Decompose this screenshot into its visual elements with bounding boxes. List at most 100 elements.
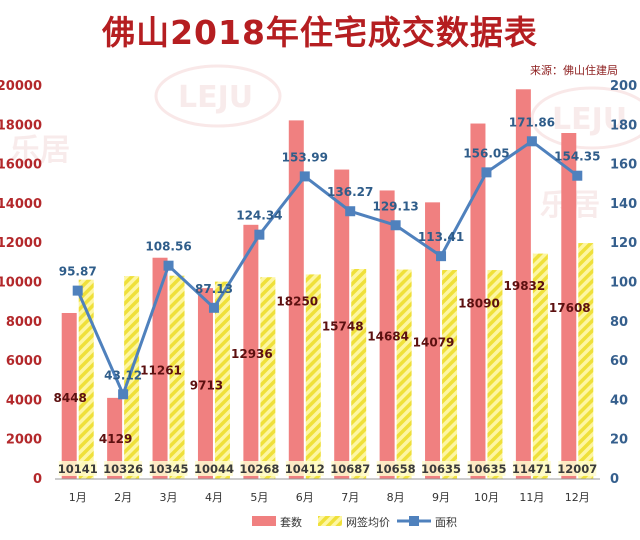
bar-label-units-12: 17608: [549, 301, 591, 315]
x-tick-9: 9月: [432, 491, 450, 504]
bar-price-3: [169, 275, 185, 479]
y-right-tick-140: 140: [610, 197, 637, 212]
bar-price-9: [442, 270, 458, 479]
bar-label-price-8: 10658: [376, 462, 416, 476]
price-label-bg-1: [58, 461, 97, 476]
bar-units-6: [288, 120, 304, 479]
bar-units-8: [379, 190, 395, 479]
bar-units-11: [515, 89, 531, 479]
legend-label-price: 网签均价: [346, 515, 390, 529]
x-tick-12: 12月: [565, 491, 590, 504]
line-marker-11: [526, 136, 537, 147]
legend-marker-area: [409, 516, 419, 526]
y-left-tick-16000: 16000: [0, 158, 42, 173]
bar-price-12: [578, 243, 594, 479]
y-left-tick-10000: 10000: [0, 276, 42, 291]
line-label-4: 87.13: [195, 282, 233, 296]
bar-label-units-8: 14684: [367, 330, 409, 344]
watermark-logo: LEJU LEJU 乐居 乐居: [10, 64, 640, 223]
x-tick-3: 3月: [160, 491, 178, 504]
x-tick-4: 4月: [205, 491, 223, 504]
y-left-tick-14000: 14000: [0, 197, 42, 212]
bar-units-1: [61, 312, 77, 479]
price-label-bg-9: [422, 461, 461, 476]
line-label-6: 153.99: [282, 150, 328, 164]
bar-price-1: [78, 279, 94, 479]
price-label-bg-12: [558, 461, 597, 476]
bar-units-10: [470, 123, 486, 480]
price-label-bg-4: [194, 461, 233, 476]
bar-label-units-6: 18250: [276, 295, 318, 309]
line-label-1: 95.87: [59, 265, 97, 279]
y-right-tick-80: 80: [610, 315, 628, 330]
y-left-tick-18000: 18000: [0, 118, 42, 133]
y-left-tick-4000: 4000: [6, 393, 42, 408]
line-marker-6: [299, 171, 310, 182]
line-marker-8: [390, 220, 401, 231]
x-tick-2: 2月: [114, 491, 132, 504]
bar-units-4: [197, 288, 213, 479]
bar-label-price-11: 11471: [512, 462, 552, 476]
y-left-tick-0: 0: [33, 472, 42, 487]
x-tick-5: 5月: [250, 491, 268, 504]
y-right-tick-0: 0: [610, 472, 619, 487]
line-marker-1: [72, 285, 83, 296]
y-right-tick-160: 160: [610, 158, 637, 173]
y-left-tick-20000: 20000: [0, 79, 42, 94]
line-label-8: 129.13: [372, 199, 418, 213]
bar-label-units-5: 12936: [231, 347, 273, 361]
bar-label-units-4: 9713: [190, 379, 223, 393]
bar-price-5: [260, 277, 276, 479]
bar-label-price-6: 10412: [285, 462, 325, 476]
line-label-3: 108.56: [145, 240, 191, 254]
bar-price-11: [532, 253, 548, 479]
line-area: [76, 139, 579, 399]
y-right-tick-20: 20: [610, 433, 628, 448]
line-label-11: 171.86: [509, 115, 555, 129]
price-label-bg-7: [331, 461, 370, 476]
bar-units-3: [152, 257, 168, 479]
line-marker-4: [208, 302, 219, 313]
y-left-tick-2000: 2000: [6, 433, 42, 448]
line-marker-3: [163, 260, 174, 271]
bar-price-10: [487, 270, 503, 479]
legend-swatch-price: [318, 516, 342, 526]
svg-text:LEJU: LEJU: [178, 80, 253, 115]
bar-units-7: [334, 169, 350, 479]
bar-label-units-11: 19832: [504, 279, 546, 293]
price-label-bg-2: [104, 461, 143, 476]
chart-source: 来源：佛山住建局: [530, 64, 618, 77]
bar-units-5: [243, 224, 259, 479]
line-label-9: 113.41: [418, 230, 464, 244]
price-label-bg-3: [149, 461, 188, 476]
bar-label-units-7: 15748: [322, 319, 364, 333]
bar-label-units-10: 18090: [458, 296, 500, 310]
line-marker-12: [572, 170, 583, 181]
x-tick-6: 6月: [296, 491, 314, 504]
bar-units-12: [561, 133, 577, 479]
bar-price-6: [305, 274, 321, 479]
y-right-tick-180: 180: [610, 118, 637, 133]
bar-label-units-3: 11261: [140, 363, 182, 377]
bar-label-price-10: 10635: [466, 462, 506, 476]
bar-label-price-2: 10326: [103, 462, 143, 476]
x-tick-11: 11月: [519, 491, 544, 504]
line-marker-10: [481, 167, 492, 178]
x-tick-10: 10月: [474, 491, 499, 504]
bar-price-8: [396, 269, 412, 479]
bar-label-price-9: 10635: [421, 462, 461, 476]
price-label-bg-8: [376, 461, 415, 476]
bar-price-7: [351, 269, 367, 479]
bar-price-4: [214, 281, 230, 479]
line-marker-7: [345, 206, 356, 217]
bar-label-price-5: 10268: [239, 462, 279, 476]
svg-text:LEJU: LEJU: [552, 102, 627, 137]
line-label-10: 156.05: [463, 146, 509, 160]
price-label-bg-6: [285, 461, 324, 476]
price-label-bg-10: [467, 461, 506, 476]
svg-text:乐居: 乐居: [10, 133, 70, 168]
legend-label-area: 面积: [435, 516, 457, 529]
line-marker-5: [254, 229, 265, 240]
bar-label-price-7: 10687: [330, 462, 370, 476]
